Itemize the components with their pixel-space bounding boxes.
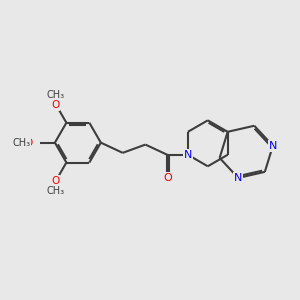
Text: N: N <box>234 173 242 183</box>
Text: O: O <box>51 176 60 186</box>
Text: O: O <box>163 173 172 183</box>
Text: O: O <box>51 100 60 110</box>
Text: N: N <box>269 141 277 151</box>
Text: CH₃: CH₃ <box>46 186 64 196</box>
Text: CH₃: CH₃ <box>46 90 64 100</box>
Text: CH₃: CH₃ <box>12 138 30 148</box>
Text: N: N <box>184 150 192 160</box>
Text: O: O <box>25 138 33 148</box>
